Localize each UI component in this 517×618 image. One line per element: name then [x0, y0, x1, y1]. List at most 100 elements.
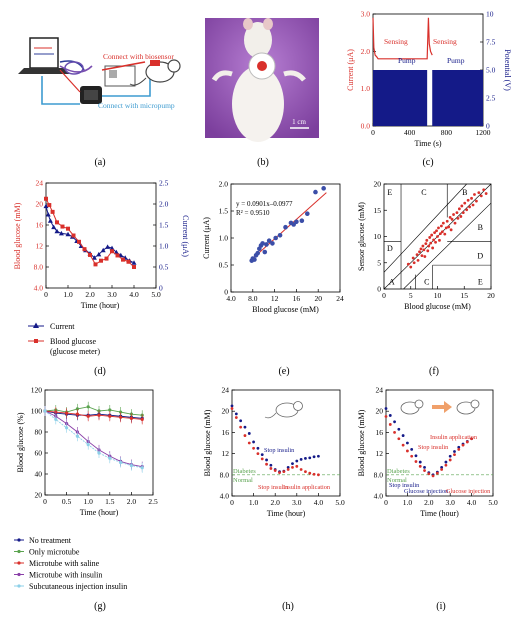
blood-glucose-point [88, 252, 92, 257]
x-tick-label: 1200 [476, 128, 491, 137]
chart-e: 4.0 8.0 12 16 20 24 0 0.5 1.0 1.5 2.0 Blood glucose… [202, 180, 344, 315]
current-point [91, 255, 97, 260]
series-line [44, 410, 143, 469]
series-point [269, 463, 273, 467]
blood-glucose-point [50, 209, 55, 214]
data-point [431, 246, 435, 250]
series-line [44, 410, 143, 419]
rat-icon [264, 401, 303, 419]
data-point [455, 211, 459, 215]
data-point [299, 218, 305, 224]
data-point [420, 254, 424, 257]
data-point [423, 255, 427, 258]
data-point [460, 204, 464, 208]
current-point [54, 228, 60, 234]
y-tick-label: 10 [374, 232, 382, 241]
data-point [479, 194, 483, 198]
blood-glucose-point [132, 265, 136, 269]
caption-d: (d) [94, 366, 106, 377]
data-point [313, 189, 318, 195]
data-point [457, 207, 461, 211]
zone-line [403, 202, 492, 290]
series-point [401, 434, 405, 437]
series-point [312, 472, 316, 476]
current-point [51, 224, 57, 230]
series-point [423, 465, 426, 469]
series-point [308, 471, 312, 475]
series-point [243, 425, 247, 429]
series-point [317, 473, 320, 477]
panel-b-photo: 1 cm [205, 18, 319, 142]
y2-axis-label: Current (μA) [181, 215, 190, 257]
data-point [484, 192, 488, 195]
y-tick-label: 24 [376, 386, 384, 395]
series-point [393, 420, 396, 424]
y-tick-label: 4.0 [374, 492, 384, 501]
y-tick-label: 2.0 [219, 180, 229, 189]
x-tick-label: 5.0 [335, 498, 345, 507]
data-point [321, 186, 326, 191]
blood-glucose-point [71, 233, 76, 238]
y-axis-label: Current (μA) [202, 217, 211, 259]
data-point [252, 257, 257, 262]
y-tick-label: 4.0 [34, 284, 44, 293]
y-tick-label: 20 [376, 407, 384, 416]
x-tick-label: 2.5 [148, 497, 158, 506]
series-point [448, 458, 452, 462]
legend-glucose-label: Blood glucose [50, 337, 96, 346]
blood-glucose-point [55, 220, 59, 225]
series-point [286, 465, 290, 469]
blood-glucose-point [77, 239, 81, 244]
blood-glucose-point [126, 259, 131, 264]
data-point [433, 231, 436, 235]
y-tick-label: 24 [222, 386, 230, 395]
laptop-icon [18, 37, 70, 74]
series-line [44, 406, 143, 416]
series-point [265, 462, 268, 466]
data-point [425, 238, 429, 242]
legend-current-marker [33, 322, 39, 328]
rat-head [470, 399, 480, 409]
micropump-icon [80, 86, 102, 104]
y2-tick-label: 0 [159, 284, 163, 293]
series-point [444, 463, 448, 467]
x-tick-label: 8.0 [248, 294, 258, 303]
data-point [416, 258, 420, 262]
series-point [86, 414, 90, 418]
zone-label: D [387, 244, 393, 253]
data-point [434, 240, 437, 244]
series-point [401, 443, 405, 447]
data-point [435, 229, 438, 233]
blood-glucose-point [110, 249, 114, 254]
y-tick-label: 12 [36, 242, 44, 251]
x-axis-label: Time (s) [414, 139, 441, 148]
series-point [140, 417, 144, 421]
legend-marker [17, 572, 21, 577]
series-point [317, 454, 320, 458]
series-point [86, 405, 90, 409]
data-point [439, 232, 442, 236]
data-point [444, 226, 448, 230]
data-point [418, 250, 421, 254]
annotation: Insulin application [430, 434, 478, 441]
series-point [239, 419, 243, 423]
series-point [393, 431, 396, 434]
y2-tick-label: 0.5 [159, 263, 169, 272]
x-tick-label: 1.0 [84, 497, 94, 506]
data-point [453, 221, 457, 225]
y-tick-label: 20 [374, 180, 382, 189]
series-point [282, 470, 286, 474]
legend-label: Microtube with saline [29, 559, 100, 568]
blood-glucose-point [47, 203, 52, 208]
fit-r2: R² = 0.9510 [236, 209, 270, 217]
series-point [97, 451, 101, 455]
y-tick-label: 1.0 [361, 84, 371, 93]
blood-glucose-point [82, 247, 87, 252]
fit-equation: y = 0.0901x–0.0977 [236, 200, 293, 208]
data-point [459, 215, 463, 218]
data-point [429, 241, 433, 245]
annotation: Glucose injection [404, 488, 449, 495]
current-point [47, 218, 53, 223]
data-point [273, 235, 278, 241]
